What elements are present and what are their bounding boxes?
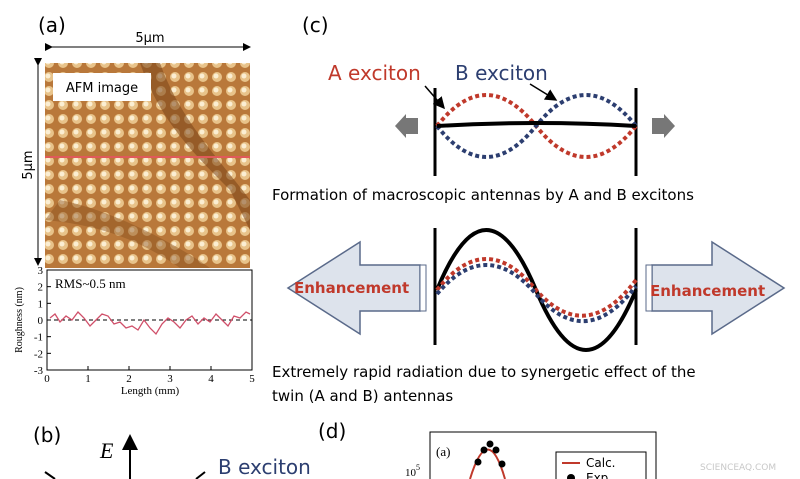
width-label: 5μm xyxy=(135,31,164,46)
x-tick-label: 5 xyxy=(249,373,255,385)
caption: Formation of macroscopic antennas by A a… xyxy=(272,186,694,204)
b-wave xyxy=(435,93,638,159)
inner-label: (a) xyxy=(436,444,450,459)
y-tick-label: -3 xyxy=(34,365,44,377)
enhancement-arrow xyxy=(286,240,421,336)
x-tick-label: 4 xyxy=(208,373,214,385)
plot-frame xyxy=(429,431,657,479)
a-exciton-label: A exciton xyxy=(328,61,421,85)
caption: Extremely rapid radiation due to synerge… xyxy=(272,363,696,381)
pointer xyxy=(529,83,558,101)
panel-label: (c) xyxy=(302,13,329,37)
a-wave xyxy=(435,257,638,318)
b-exciton-label: B exciton xyxy=(455,61,548,85)
x-tick-label: 3 xyxy=(167,373,173,385)
curve xyxy=(195,471,206,479)
b-wave xyxy=(435,263,638,323)
calc-curve xyxy=(469,448,506,479)
axis-label: E xyxy=(99,438,114,463)
image-label-box xyxy=(53,73,151,101)
exp-point xyxy=(486,440,494,448)
exp-point xyxy=(480,446,488,454)
exp-point xyxy=(492,446,500,454)
y-tick-label: 2 xyxy=(38,282,44,294)
y-axis-label: Roughness (nm) xyxy=(14,287,25,353)
afm-texture xyxy=(45,200,210,268)
annotation: RMS~0.5 nm xyxy=(55,276,126,291)
panel-label: (d) xyxy=(318,419,346,443)
enhancement-label: Enhancement xyxy=(650,282,765,300)
x-axis-label: Length (mm) xyxy=(121,385,180,397)
y-tick-label: 0 xyxy=(38,315,44,327)
arrow-bar xyxy=(419,264,427,312)
afm-texture xyxy=(140,63,250,230)
legend-entry: Exp. xyxy=(586,471,612,479)
y-tick-exponent: 5 xyxy=(416,463,420,472)
arrow-bar xyxy=(645,264,653,312)
x-tick-label: 2 xyxy=(126,373,132,385)
legend-swatch xyxy=(567,474,575,479)
sum-wave xyxy=(436,121,637,128)
y-tick-label: -1 xyxy=(34,332,43,344)
enhancement-label: Enhancement xyxy=(294,279,409,297)
exp-point xyxy=(474,458,482,466)
panel-label: (a) xyxy=(38,13,66,37)
x-tick-label: 1 xyxy=(85,373,91,385)
height-label: 5μm xyxy=(21,150,36,179)
y-tick-label: -2 xyxy=(34,348,43,360)
image-label: AFM image xyxy=(66,81,138,96)
roughness-trace xyxy=(49,311,251,336)
small-arrow xyxy=(395,114,418,138)
panel-label: (b) xyxy=(33,423,61,447)
y-tick-label: 3 xyxy=(38,265,44,277)
y-tick-label: 105 xyxy=(405,463,420,479)
small-arrow xyxy=(652,114,675,138)
b-exciton-label: B exciton xyxy=(218,455,311,479)
watermark: SCIENCEAQ.COM xyxy=(700,463,776,473)
enhancement-arrow xyxy=(651,240,786,336)
exp-point xyxy=(498,460,506,468)
y-tick-base: 10 xyxy=(405,467,417,479)
exp-points xyxy=(474,440,506,468)
y-tick-label: 1 xyxy=(38,298,44,310)
curve xyxy=(44,471,56,479)
legend-entry: Calc. xyxy=(586,456,615,470)
x-tick-label: 0 xyxy=(44,373,50,385)
caption: twin (A and B) antennas xyxy=(272,387,453,405)
